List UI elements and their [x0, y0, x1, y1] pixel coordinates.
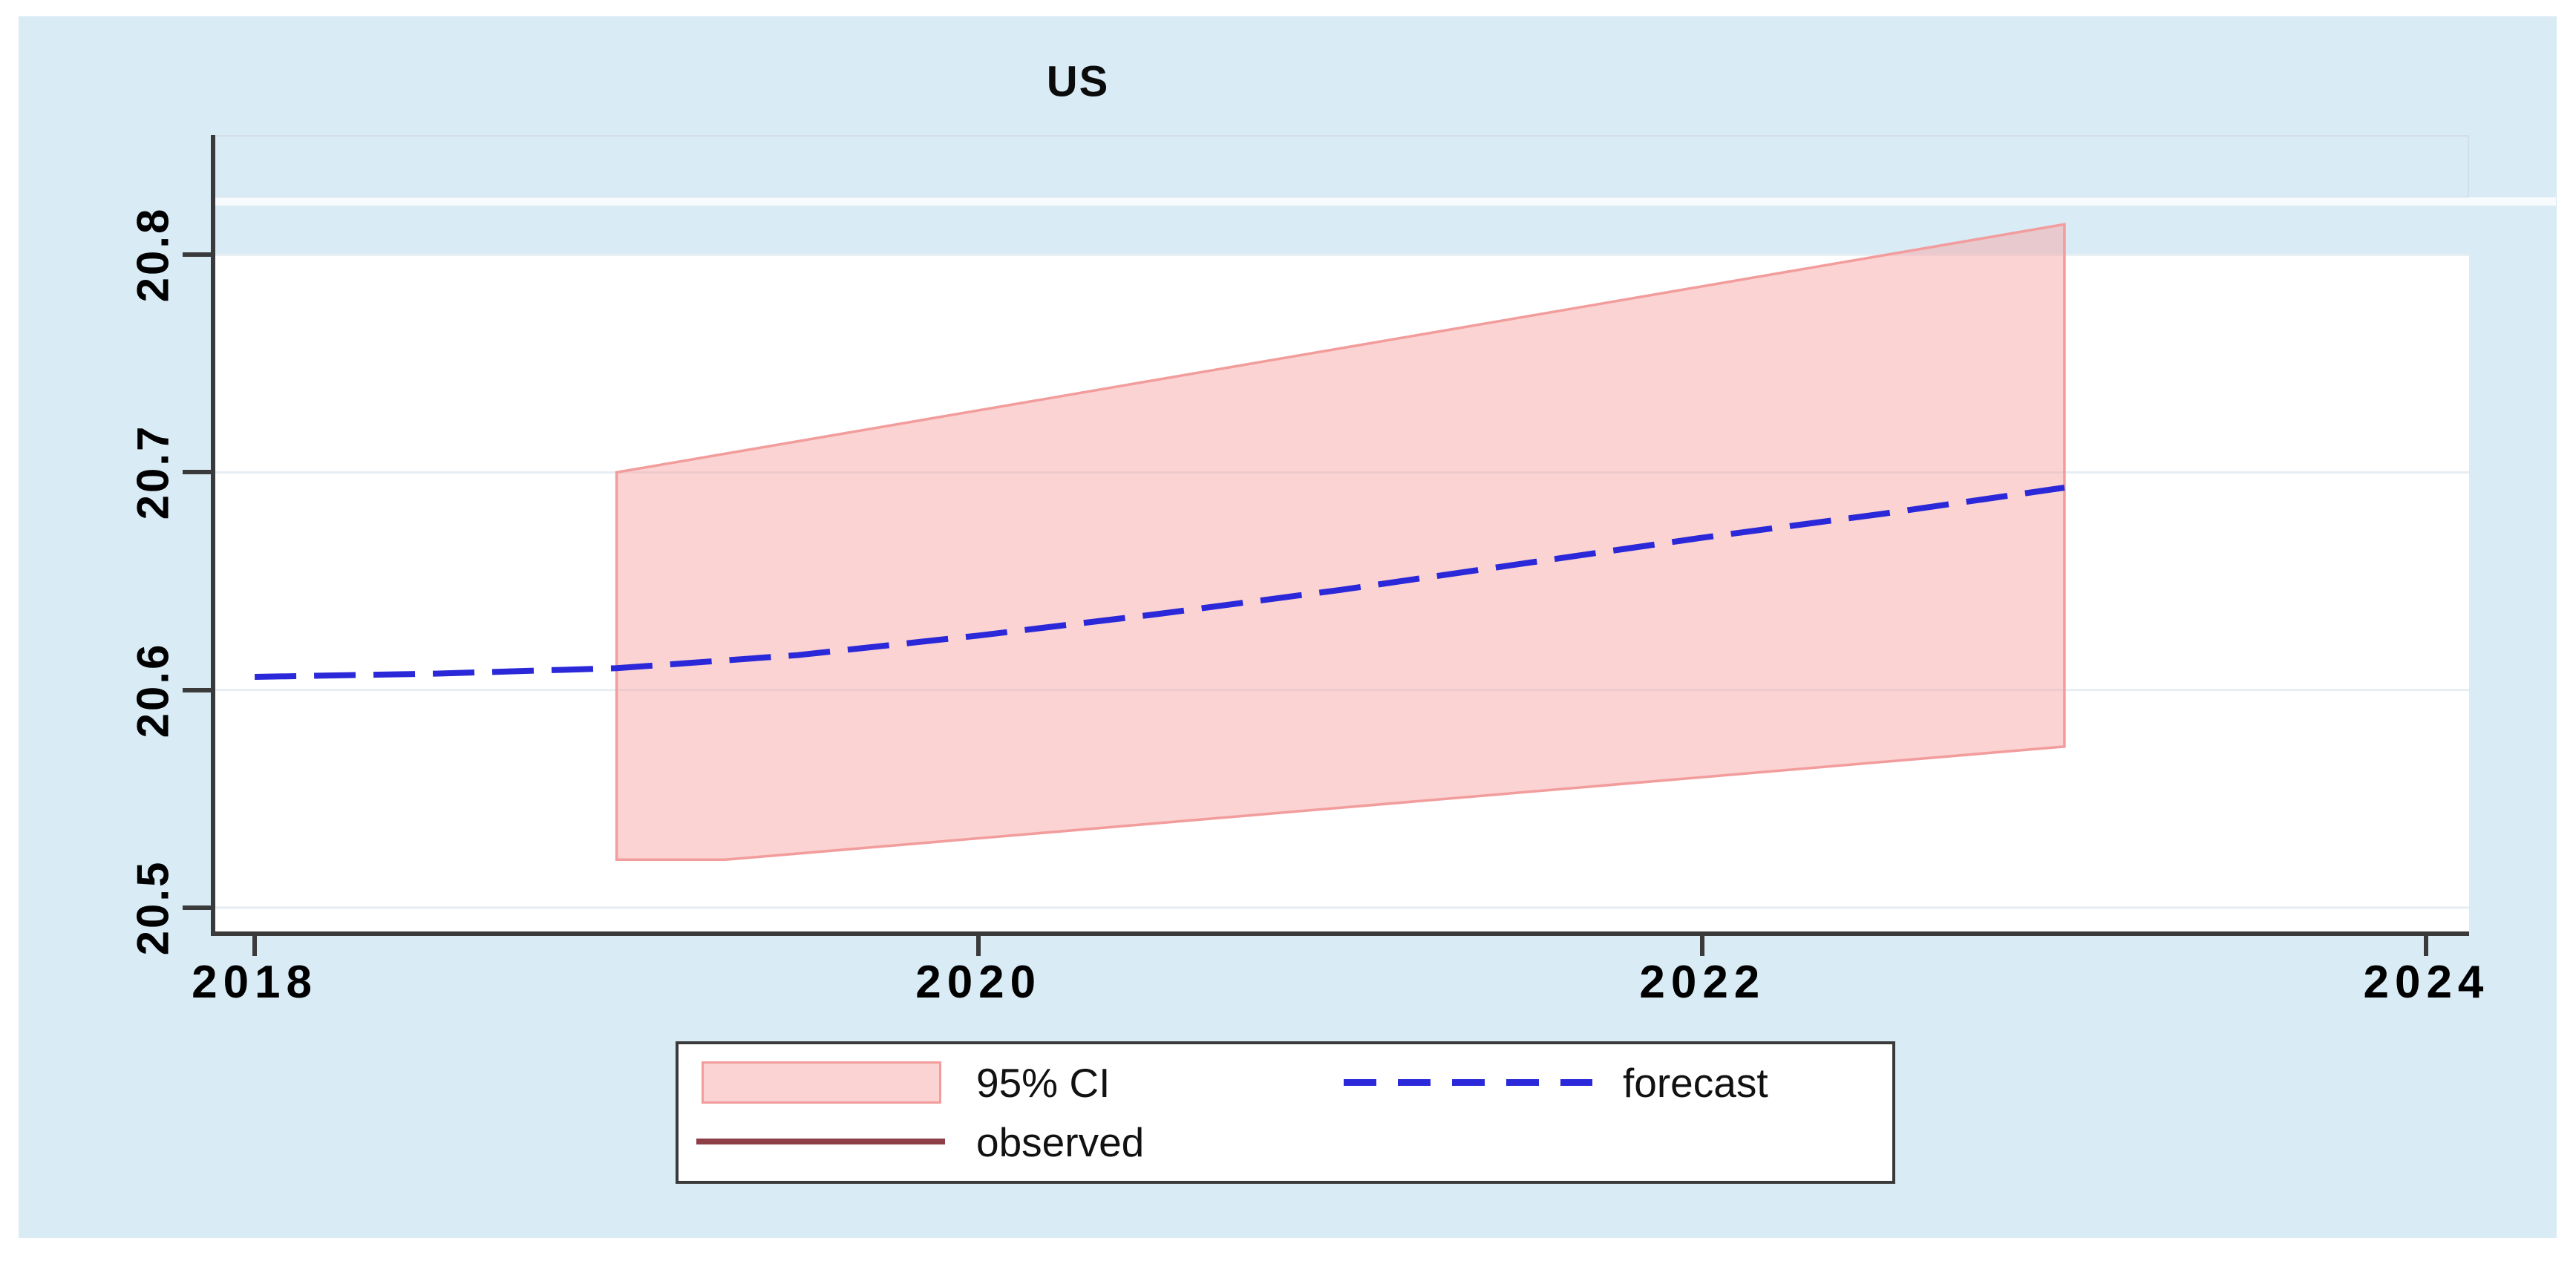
y-tick-label: 20.8 — [128, 206, 178, 303]
legend-swatch-ci-band — [702, 1061, 941, 1104]
chart-title: US — [1046, 57, 1110, 106]
x-tick-mark — [976, 936, 981, 956]
legend-label-observed: observed — [976, 1119, 1145, 1165]
y-tick-mark — [183, 905, 213, 910]
x-tick-mark — [1700, 936, 1705, 956]
y-tick-mark — [183, 687, 213, 692]
y-tick-label: 20.5 — [128, 859, 178, 956]
x-tick-label: 2018 — [192, 957, 318, 1008]
x-tick-mark — [2424, 936, 2429, 956]
legend-observed-line-sample — [696, 1139, 945, 1144]
x-tick-mark — [252, 936, 258, 956]
legend-label-forecast: forecast — [1623, 1060, 1768, 1106]
plot-area — [213, 255, 2469, 932]
x-tick-label: 2024 — [2363, 957, 2490, 1008]
y-tick-mark — [183, 470, 213, 475]
y-tick-label: 20.6 — [128, 642, 178, 738]
white-stripe-artifact — [213, 197, 2556, 206]
legend-forecast-dash-sample — [1344, 1079, 1592, 1086]
y-axis-line — [211, 135, 215, 936]
x-tick-label: 2022 — [1639, 957, 1766, 1008]
upper-strip-artifact — [213, 135, 2469, 198]
legend-label-ci: 95% CI — [976, 1060, 1111, 1106]
x-tick-label: 2020 — [915, 957, 1042, 1008]
y-tick-mark — [183, 252, 213, 258]
y-tick-label: 20.7 — [128, 425, 178, 520]
x-axis-line — [211, 931, 2469, 936]
